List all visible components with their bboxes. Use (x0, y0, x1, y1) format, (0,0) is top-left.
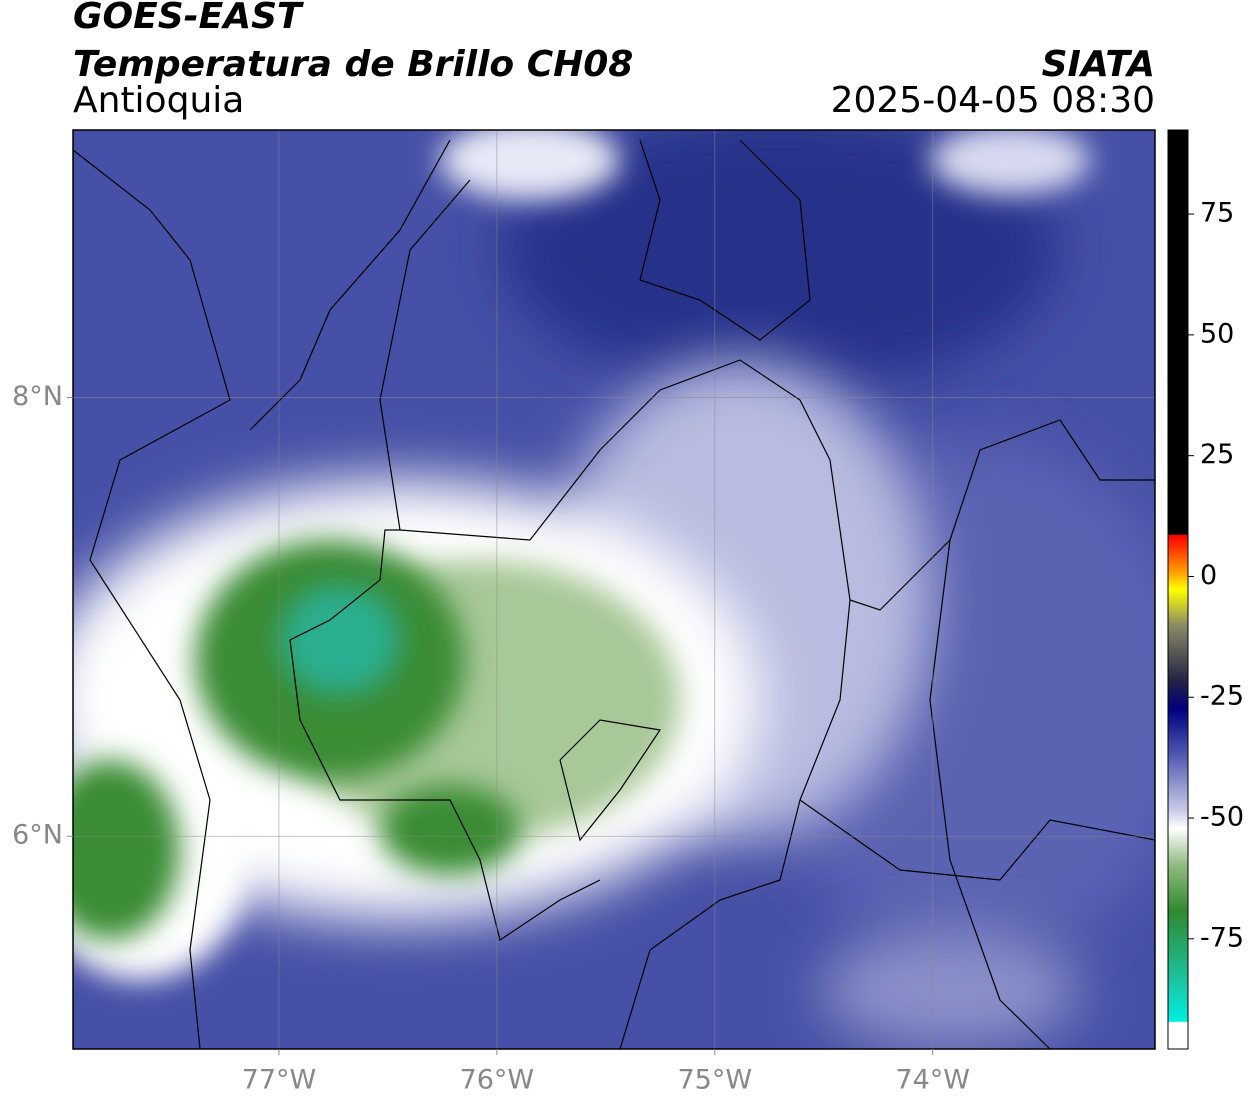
colorbar-tick-label: -75 (1200, 922, 1244, 953)
datetime: 2025-04-05 08:30 (831, 80, 1155, 121)
lon-tick-label: 76°W (460, 1065, 535, 1096)
lon-tick-label: 77°W (242, 1065, 317, 1096)
colorbar-tick-label: 0 (1200, 560, 1217, 591)
colorbar-tick-label: 75 (1200, 198, 1234, 229)
title: GOES-EAST (73, 0, 304, 37)
lat-tick-label: 8°N (12, 381, 63, 412)
colorbar-tick-label: -50 (1200, 802, 1244, 833)
map-frame (72, 129, 1156, 1050)
colorbar-tick-label: 50 (1200, 318, 1234, 349)
lat-tick-label: 6°N (12, 820, 63, 851)
source: SIATA (1042, 44, 1155, 85)
colorbar (1167, 129, 1189, 1050)
region: Antioquia (73, 80, 244, 121)
lon-tick-label: 75°W (678, 1065, 753, 1096)
lon-tick-label: 74°W (895, 1065, 970, 1096)
colorbar-tick-label: 25 (1200, 439, 1234, 470)
colorbar-tick-label: -25 (1200, 681, 1244, 712)
satellite-image (73, 130, 1155, 1049)
grid (73, 130, 1155, 1049)
subtitle: Temperatura de Brillo CH08 (73, 44, 633, 85)
